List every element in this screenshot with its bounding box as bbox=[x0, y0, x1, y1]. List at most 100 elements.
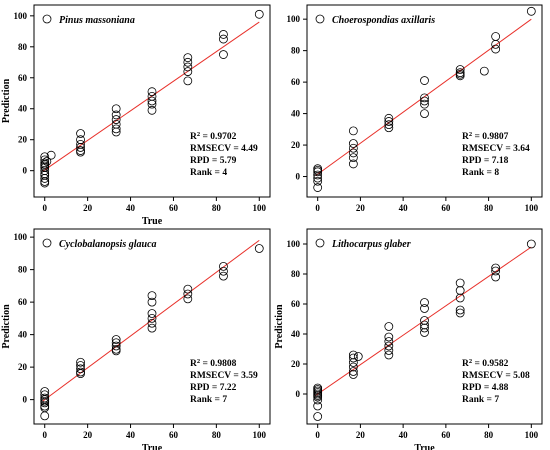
x-tick-label: 100 bbox=[525, 430, 539, 440]
data-point bbox=[348, 358, 358, 367]
data-point bbox=[219, 271, 228, 281]
legend-marker bbox=[42, 238, 52, 248]
data-point bbox=[348, 370, 358, 379]
data-point bbox=[111, 341, 121, 351]
stat-rmsecv: RMSECV = 3.64 bbox=[462, 144, 530, 154]
data-point bbox=[491, 263, 501, 273]
data-point bbox=[76, 143, 85, 152]
y-tick-label: 0 bbox=[296, 389, 301, 399]
data-point bbox=[313, 401, 323, 411]
y-tick-label: 0 bbox=[23, 395, 28, 405]
y-tick-label: 80 bbox=[291, 269, 301, 279]
x-tick-label: 80 bbox=[212, 203, 222, 213]
data-point bbox=[491, 39, 501, 49]
data-point bbox=[111, 115, 121, 124]
data-point bbox=[455, 278, 465, 288]
data-point bbox=[147, 297, 157, 307]
data-point bbox=[491, 266, 501, 276]
data-point bbox=[40, 174, 50, 183]
data-point bbox=[147, 318, 157, 328]
x-tick-label: 0 bbox=[315, 430, 320, 440]
data-point bbox=[348, 148, 358, 158]
x-tick-label: 60 bbox=[169, 430, 179, 440]
plot-frame bbox=[306, 228, 543, 425]
data-point bbox=[40, 160, 50, 169]
data-point bbox=[183, 53, 193, 63]
y-tick-label: 60 bbox=[291, 77, 301, 87]
data-point bbox=[76, 357, 85, 367]
data-point bbox=[76, 135, 85, 145]
y-tick-label: 80 bbox=[18, 265, 28, 275]
data-point bbox=[455, 65, 465, 74]
data-point bbox=[219, 50, 228, 59]
data-point bbox=[147, 313, 157, 323]
data-point bbox=[147, 99, 157, 109]
plot-frame bbox=[33, 228, 271, 425]
data-point bbox=[348, 139, 358, 148]
legend-marker bbox=[42, 14, 52, 24]
data-point bbox=[420, 320, 429, 330]
data-point bbox=[254, 244, 264, 253]
legend-marker bbox=[315, 238, 325, 248]
data-point bbox=[147, 309, 157, 318]
data-point bbox=[420, 76, 429, 85]
data-point bbox=[219, 261, 228, 271]
x-axis-label: True bbox=[142, 443, 163, 450]
data-point bbox=[348, 350, 358, 360]
data-point bbox=[384, 322, 394, 331]
plot-frame bbox=[306, 4, 543, 198]
data-point bbox=[183, 76, 193, 86]
stat-rank: Rank = 8 bbox=[462, 168, 499, 178]
data-point bbox=[348, 159, 358, 169]
data-point bbox=[147, 291, 157, 301]
stat-rank: Rank = 7 bbox=[190, 395, 227, 405]
y-tick-label: 0 bbox=[296, 172, 301, 182]
data-point bbox=[420, 99, 429, 109]
stat-r2: R2 = 0.9808 bbox=[190, 358, 237, 370]
stat-rmsecv: RMSECV = 5.08 bbox=[462, 371, 530, 381]
x-tick-label: 80 bbox=[484, 430, 494, 440]
y-axis-label: Prediction bbox=[1, 304, 12, 349]
x-tick-label: 20 bbox=[83, 430, 93, 440]
data-point bbox=[40, 411, 50, 421]
data-point bbox=[313, 170, 323, 180]
data-point bbox=[111, 335, 121, 344]
data-point bbox=[420, 109, 429, 118]
subplot-2: 0 20 40 60 80 100 0 20 40 60 80 100 Choerospondias a… bbox=[287, 4, 543, 213]
data-point bbox=[147, 96, 157, 106]
y-tick-label: 100 bbox=[14, 232, 28, 242]
stat-r2: R2 = 0.9807 bbox=[462, 131, 509, 143]
x-tick-label: 0 bbox=[42, 430, 47, 440]
y-tick-label: 20 bbox=[18, 135, 28, 145]
data-point bbox=[420, 328, 429, 337]
data-point bbox=[183, 67, 193, 76]
data-point bbox=[46, 150, 56, 160]
data-point bbox=[348, 126, 358, 136]
data-point bbox=[313, 183, 323, 192]
data-point bbox=[491, 272, 501, 282]
data-point bbox=[254, 9, 264, 19]
data-point bbox=[76, 147, 85, 157]
data-point bbox=[384, 337, 394, 346]
y-tick-label: 80 bbox=[18, 42, 28, 52]
y-tick-label: 20 bbox=[18, 362, 28, 372]
x-axis-label: True bbox=[142, 216, 163, 227]
y-tick-label: 40 bbox=[18, 104, 28, 114]
data-point bbox=[183, 62, 193, 72]
y-tick-label: 100 bbox=[287, 14, 301, 24]
data-point bbox=[147, 87, 157, 97]
data-point bbox=[348, 362, 358, 372]
y-tick-label: 100 bbox=[14, 11, 28, 21]
stat-rpd: RPD = 4.88 bbox=[462, 383, 509, 393]
y-tick-label: 20 bbox=[291, 359, 301, 369]
data-point bbox=[455, 293, 465, 303]
data-point bbox=[420, 316, 429, 325]
y-tick-label: 80 bbox=[291, 46, 301, 56]
data-point bbox=[353, 352, 363, 361]
data-point bbox=[384, 120, 394, 130]
x-tick-label: 0 bbox=[42, 203, 47, 213]
x-tick-label: 40 bbox=[399, 203, 409, 213]
data-point bbox=[348, 353, 358, 363]
x-tick-label: 20 bbox=[83, 203, 93, 213]
